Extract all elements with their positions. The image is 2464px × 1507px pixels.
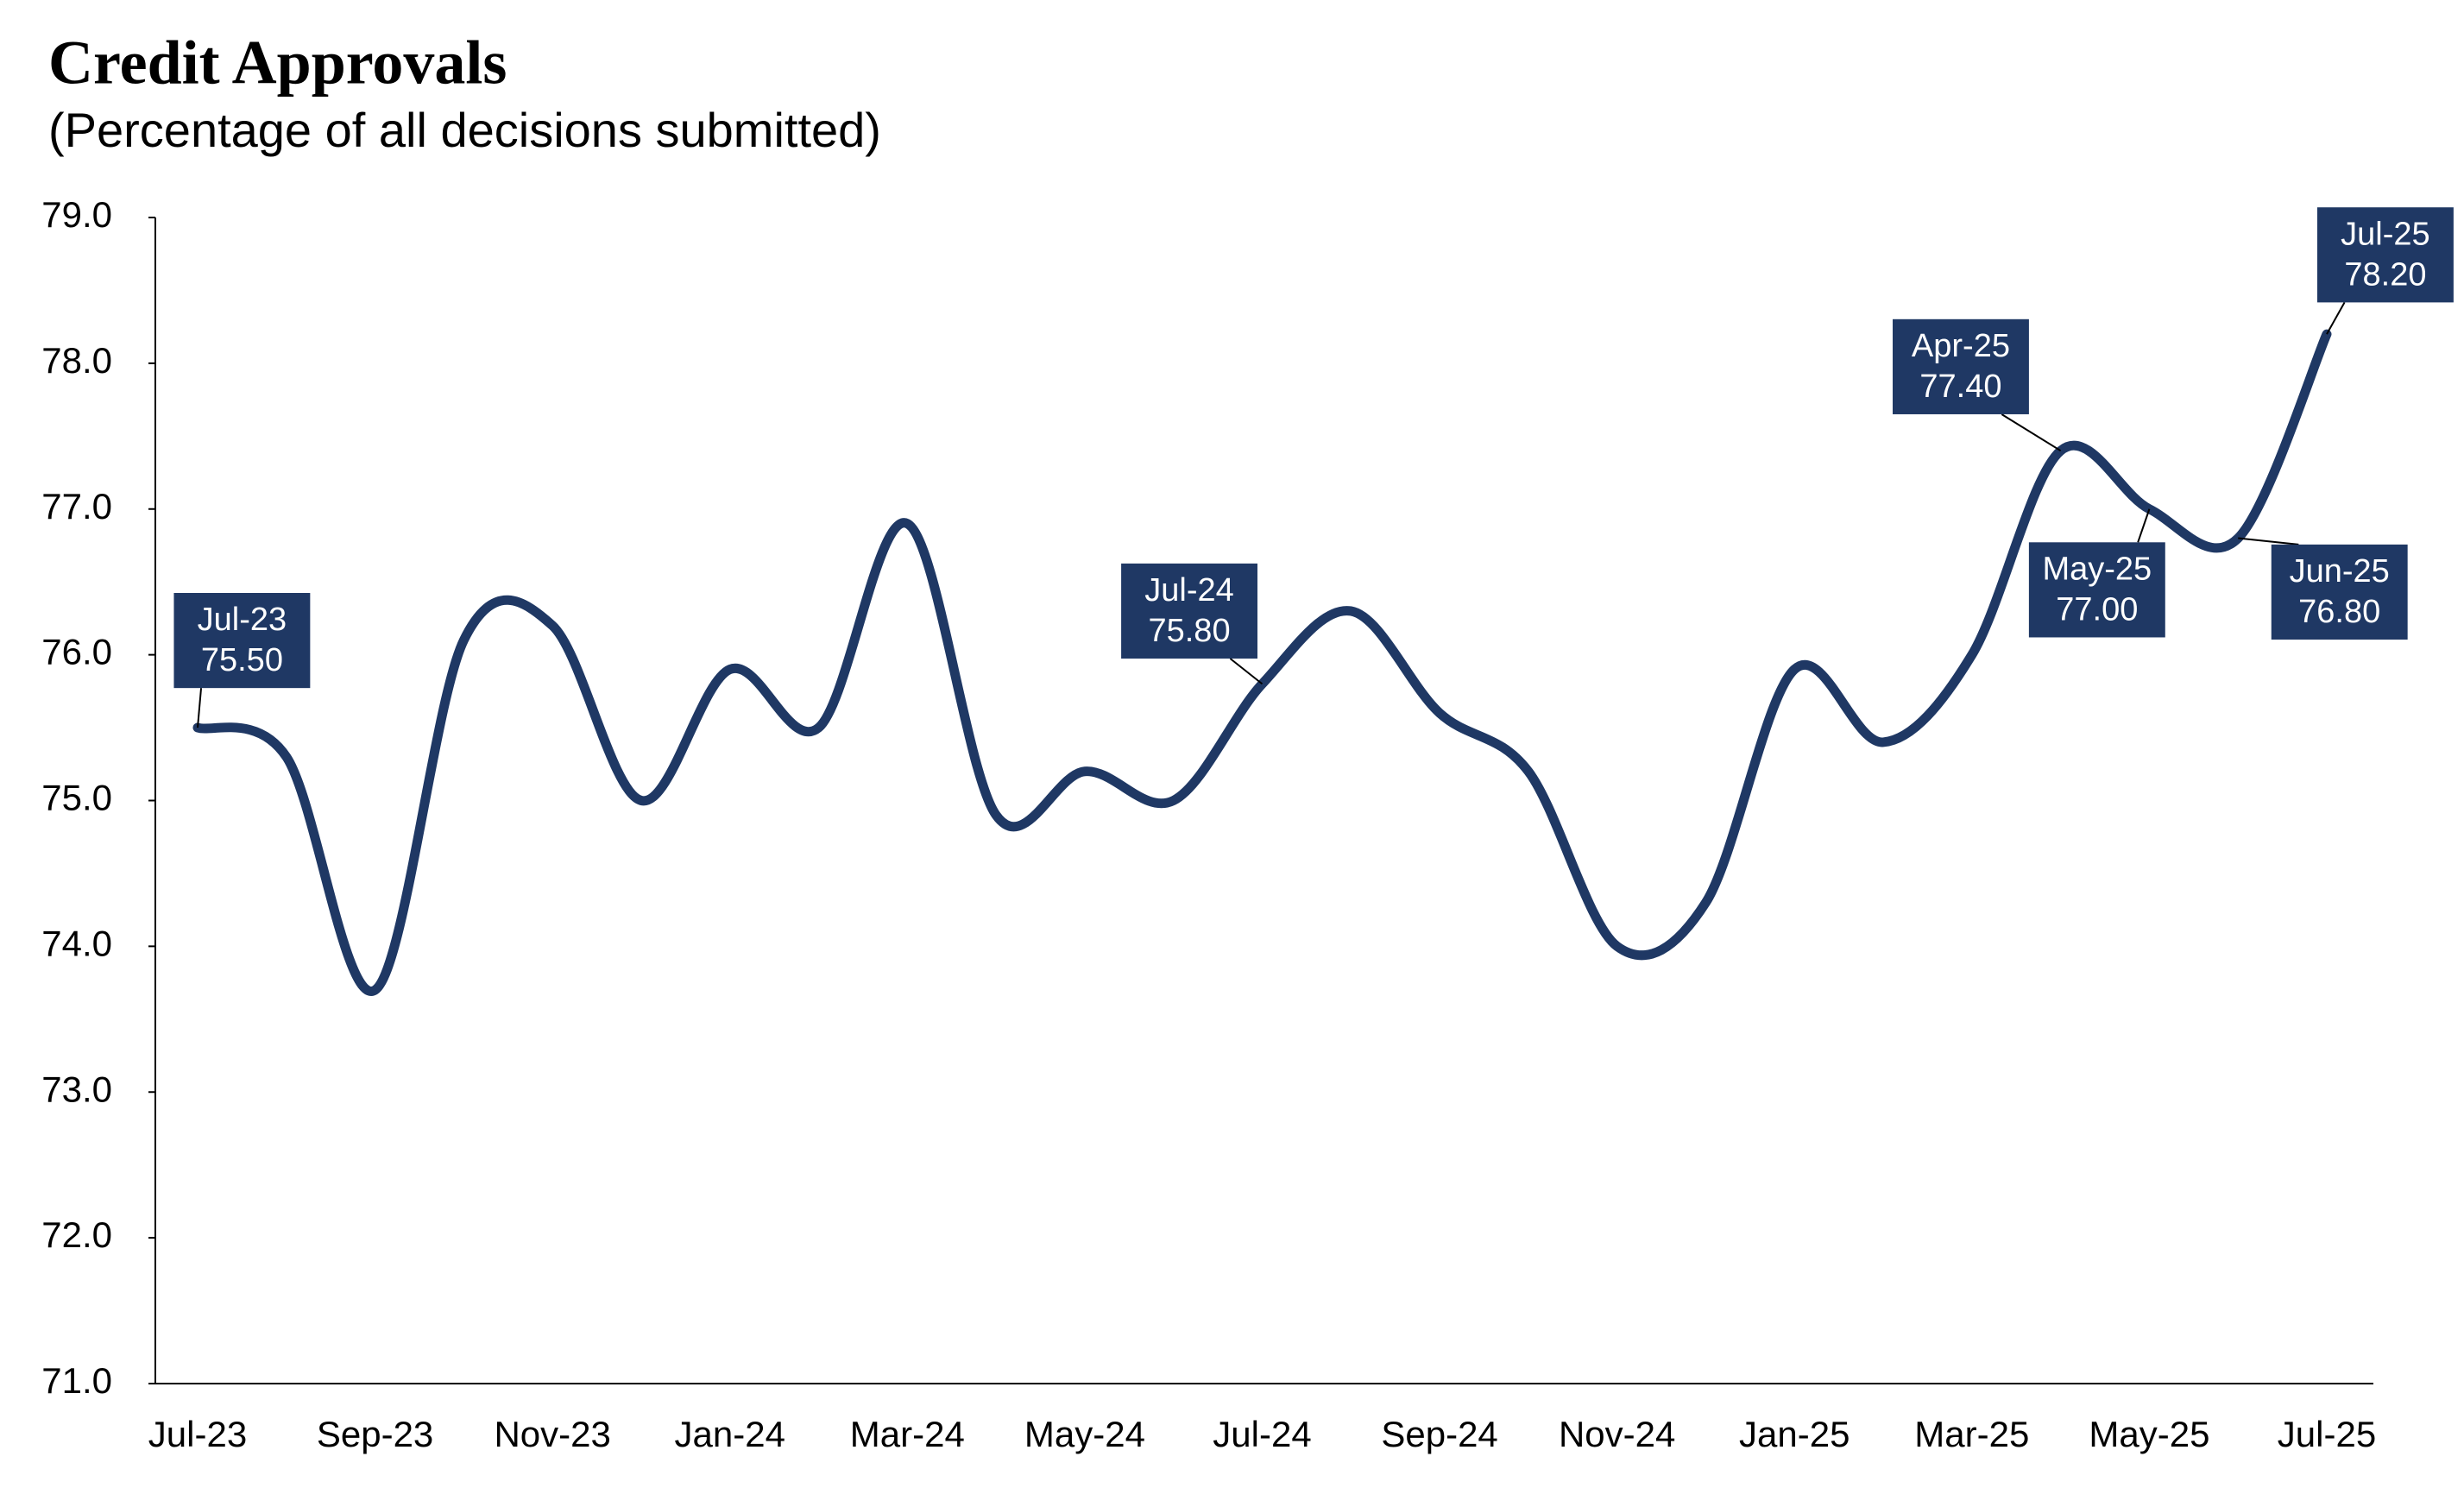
annotation-category: May-25: [2042, 551, 2152, 587]
annotation-category: Jul-23: [198, 602, 287, 638]
chart-subtitle: (Percentage of all decisions submitted): [48, 103, 881, 157]
x-tick-label: Sep-23: [317, 1414, 433, 1454]
series-line: [192, 329, 2332, 996]
annotation-box: [173, 593, 311, 689]
x-tick-label: Jul-25: [2278, 1414, 2376, 1454]
annotation-leader: [1229, 658, 1264, 685]
annotation-box: [1121, 563, 1257, 659]
x-tick-label: May-24: [1024, 1414, 1145, 1454]
x-tick-label: Nov-23: [494, 1414, 610, 1454]
y-tick-label: 77.0: [41, 486, 112, 527]
data-label: 75.50: [201, 642, 283, 678]
x-tick-label: Jan-24: [675, 1414, 785, 1454]
data-label: 77.40: [1919, 369, 2001, 405]
annotation-leader: [2001, 413, 2062, 452]
annotation-category: Jul-24: [1144, 572, 1234, 608]
x-tick-label: Jul-23: [148, 1414, 247, 1454]
data-label: 78.20: [2344, 256, 2426, 293]
x-tick-label: Nov-24: [1559, 1414, 1675, 1454]
annotation-leader: [197, 688, 203, 728]
x-tick-label: Mar-25: [1914, 1414, 2029, 1454]
annotation-category: Apr-25: [1912, 328, 2010, 364]
y-tick-label: 74.0: [41, 923, 112, 963]
annotation-leader: [2238, 537, 2299, 545]
annotation-box: [1893, 318, 2029, 414]
y-tick-label: 78.0: [41, 340, 112, 381]
y-tick-label: 72.0: [41, 1214, 112, 1255]
x-tick-label: Jan-25: [1739, 1414, 1850, 1454]
annotation-category: Jun-25: [2290, 553, 2390, 590]
x-tick-label: Mar-24: [850, 1414, 965, 1454]
annotation-box: [2316, 207, 2454, 303]
data-label: 75.80: [1148, 613, 1230, 649]
y-tick-label: 73.0: [41, 1069, 112, 1109]
x-tick-label: Sep-24: [1381, 1414, 1497, 1454]
x-tick-label: Jul-24: [1213, 1414, 1311, 1454]
annotation-box: [2028, 542, 2165, 638]
y-tick-label: 71.0: [41, 1360, 112, 1401]
data-label: 77.00: [2056, 591, 2138, 627]
annotation-box: [2271, 544, 2408, 640]
chart-title: Credit Approvals: [48, 28, 507, 98]
annotation-leader: [2137, 508, 2151, 543]
x-tick-label: May-25: [2089, 1414, 2209, 1454]
y-tick-label: 79.0: [41, 194, 112, 235]
data-label: 76.80: [2298, 594, 2380, 630]
y-tick-label: 75.0: [41, 778, 112, 818]
annotation-leader: [2326, 301, 2346, 335]
y-tick-label: 76.0: [41, 632, 112, 672]
annotation-category: Jul-25: [2341, 216, 2430, 252]
